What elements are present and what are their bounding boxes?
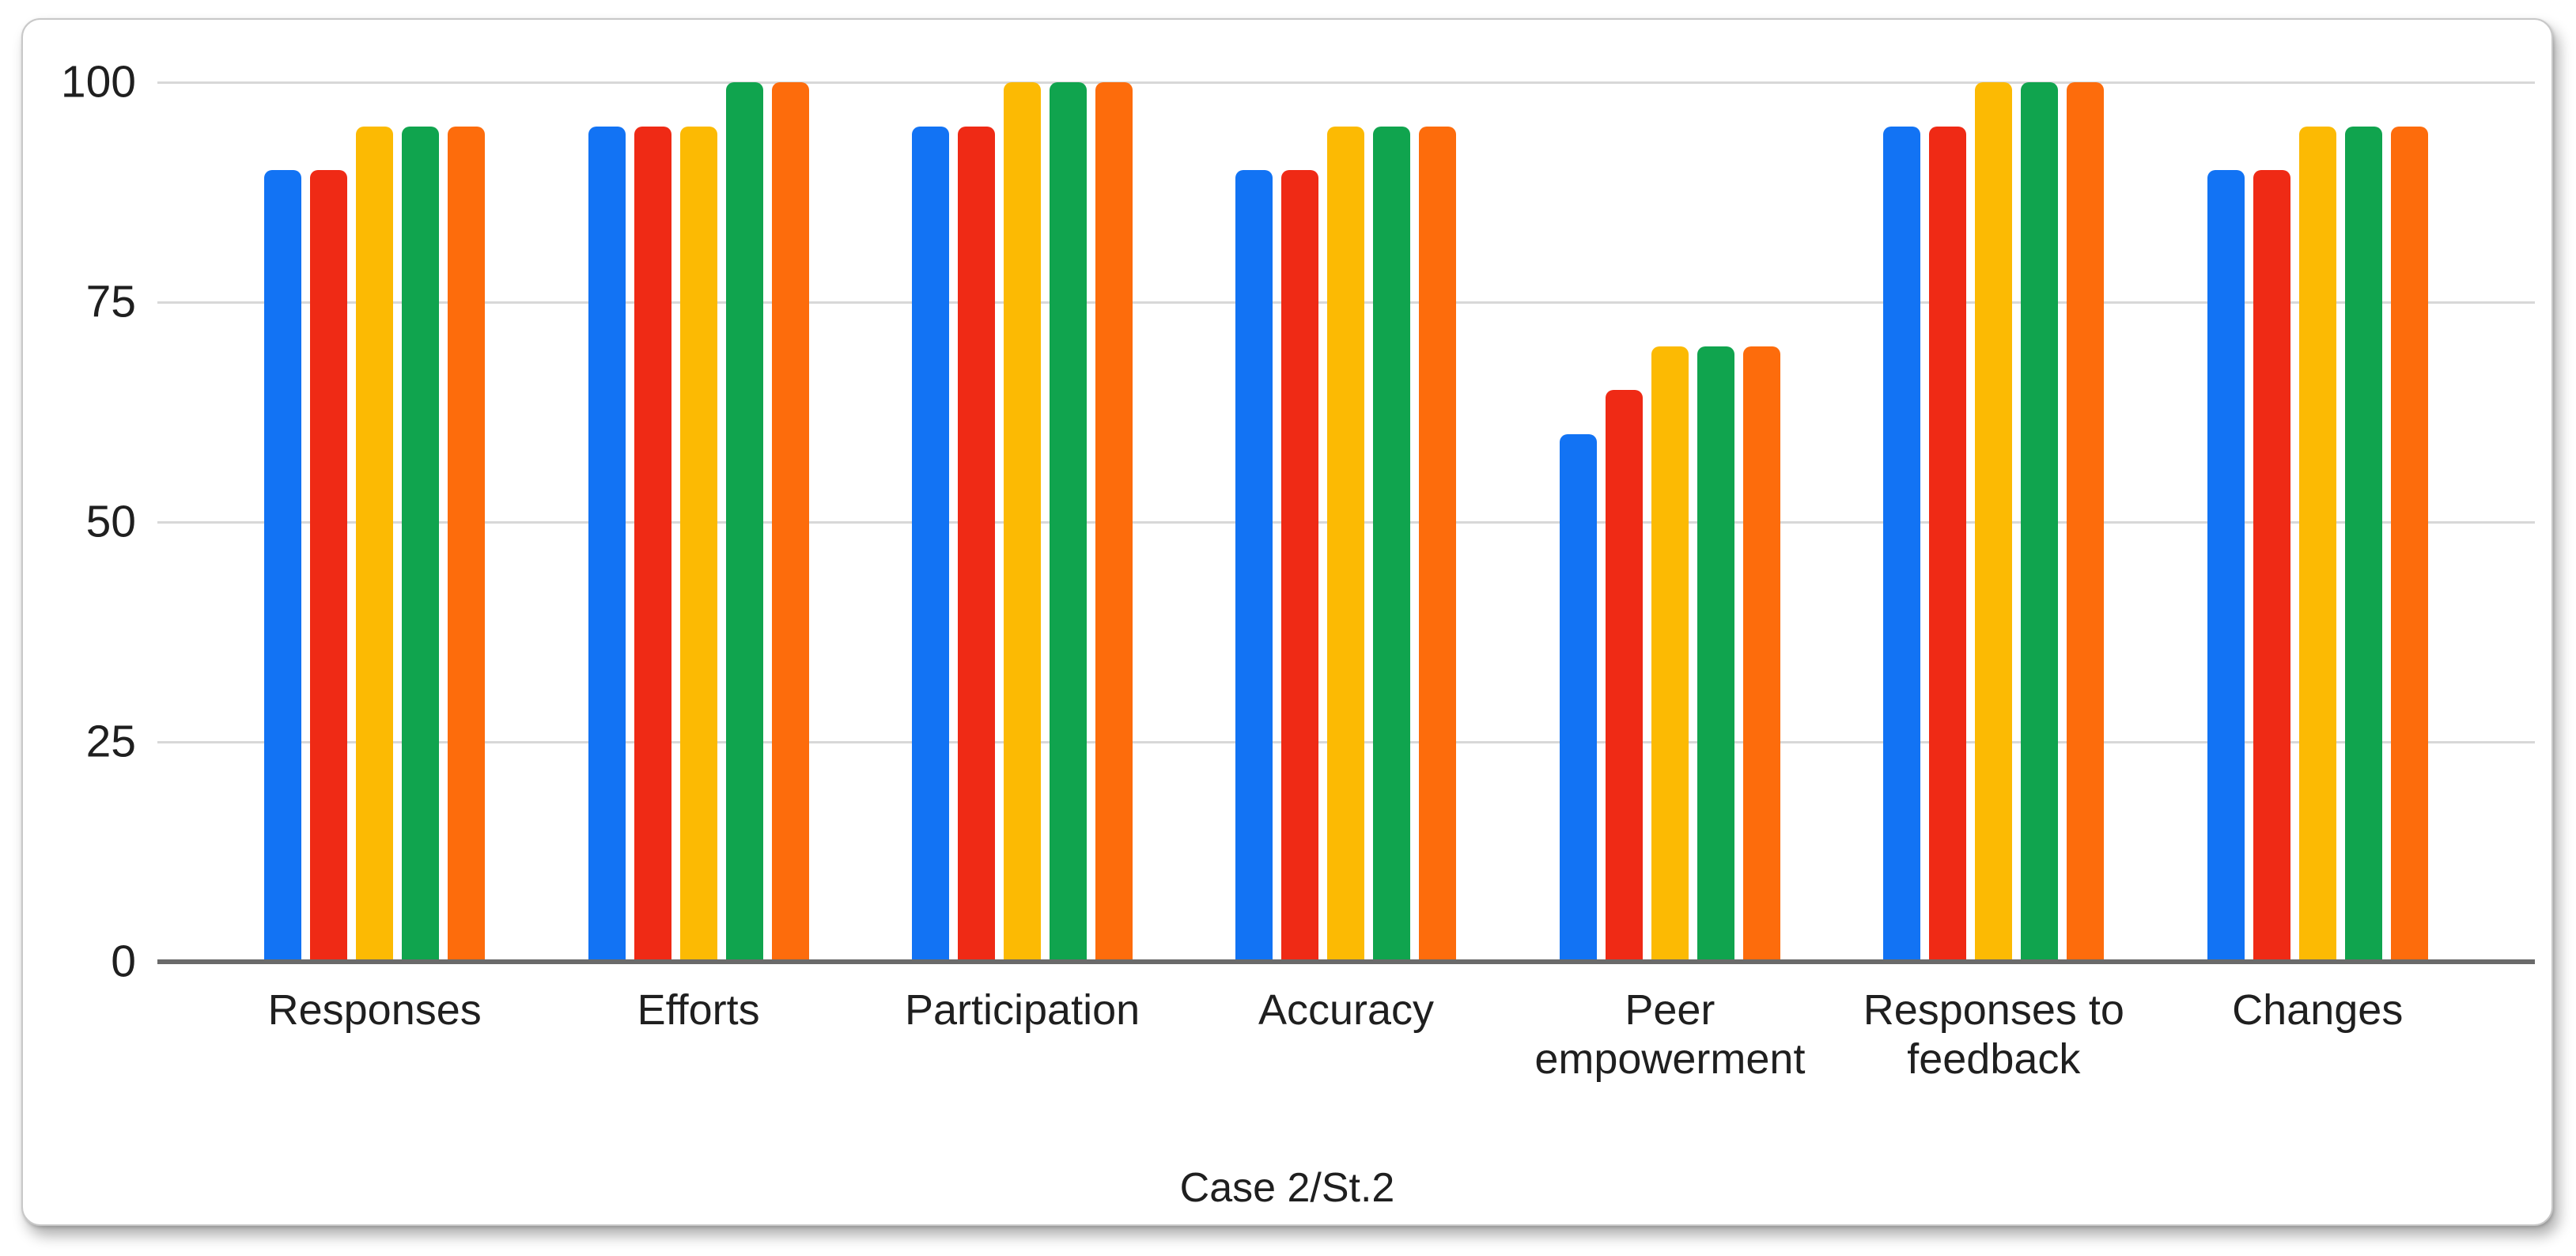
bar <box>725 82 763 962</box>
bar <box>1697 346 1734 962</box>
category-label: Accuracy <box>1184 986 1507 1084</box>
bar <box>2344 126 2382 962</box>
bar-group <box>213 82 536 962</box>
chart-panel: 0 25 50 75 100 Responses Efforts Participation… <box>21 18 2553 1226</box>
x-axis-title: Case 2/St.2 <box>1179 1165 1395 1211</box>
bar <box>1281 170 1319 962</box>
category-label: Participation <box>861 986 1184 1084</box>
y-tick-label: 100 <box>60 56 136 108</box>
bar <box>958 126 996 962</box>
y-tick-label: 25 <box>85 716 136 767</box>
bar-group <box>1508 82 1832 962</box>
category-label-text: Peer empowerment <box>1534 986 1806 1083</box>
bar <box>1373 126 1411 962</box>
bar <box>1929 126 1967 962</box>
bar <box>2390 126 2428 962</box>
category-label-text: Responses <box>267 986 482 1034</box>
category-label-text: Participation <box>904 986 1140 1034</box>
bar <box>1235 170 1273 962</box>
bar <box>634 126 671 962</box>
bar-group <box>2156 82 2480 962</box>
category-label-text: Accuracy <box>1258 986 1435 1034</box>
bar <box>1651 346 1689 962</box>
bar-group <box>536 82 860 962</box>
bar <box>264 170 302 962</box>
bar <box>1050 82 1088 962</box>
bar <box>1419 126 1457 962</box>
bar <box>912 126 950 962</box>
bar <box>402 126 440 962</box>
bar <box>2207 170 2245 962</box>
bar <box>310 170 348 962</box>
bar <box>1883 126 1921 962</box>
bar <box>2253 170 2290 962</box>
bar <box>356 126 394 962</box>
bar <box>1004 82 1042 962</box>
bar <box>2067 82 2105 962</box>
y-tick-label: 75 <box>85 276 136 327</box>
x-axis-labels: Responses Efforts Participation Accuracy Pee… <box>157 986 2535 1084</box>
gridline <box>157 81 2535 84</box>
x-axis-line <box>157 959 2535 964</box>
bar <box>1559 433 1597 962</box>
bar <box>771 82 809 962</box>
category-label-text: Responses to feedback <box>1863 986 2124 1083</box>
bar <box>1605 390 1643 962</box>
bar <box>1095 82 1133 962</box>
bar <box>588 126 626 962</box>
category-label-text: Changes <box>2232 986 2404 1034</box>
category-label: Responses <box>213 986 536 1084</box>
plot-area <box>157 81 2535 964</box>
category-label: Efforts <box>536 986 860 1084</box>
y-tick-label: 50 <box>85 496 136 547</box>
bar-groups <box>157 82 2535 962</box>
category-label: Responses to feedback <box>1832 986 2155 1084</box>
bar-group <box>1832 82 2155 962</box>
category-label: Changes <box>2156 986 2480 1084</box>
bar <box>2298 126 2336 962</box>
category-label: Peer empowerment <box>1508 986 1832 1084</box>
bar-group <box>861 82 1184 962</box>
bar <box>448 126 486 962</box>
bar <box>679 126 717 962</box>
bar <box>1742 346 1780 962</box>
bar-group <box>1184 82 1507 962</box>
y-axis: 0 25 50 75 100 <box>23 59 136 984</box>
bar <box>1327 126 1365 962</box>
category-label-text: Efforts <box>637 986 760 1034</box>
bar <box>1975 82 2013 962</box>
y-tick-label: 0 <box>111 936 136 987</box>
bar <box>2021 82 2059 962</box>
